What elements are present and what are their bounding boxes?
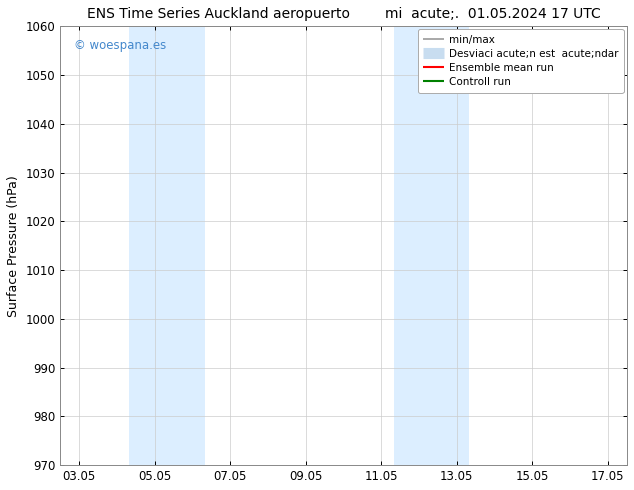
Text: © woespana.es: © woespana.es xyxy=(74,40,167,52)
Bar xyxy=(394,26,469,465)
Y-axis label: Surface Pressure (hPa): Surface Pressure (hPa) xyxy=(7,175,20,317)
Legend: min/max, Desviaci acute;n est  acute;ndar, Ensemble mean run, Controll run: min/max, Desviaci acute;n est acute;ndar… xyxy=(418,29,624,93)
Bar xyxy=(129,26,205,465)
Title: ENS Time Series Auckland aeropuerto        mi  acute;.  01.05.2024 17 UTC: ENS Time Series Auckland aeropuerto mi a… xyxy=(86,7,600,21)
